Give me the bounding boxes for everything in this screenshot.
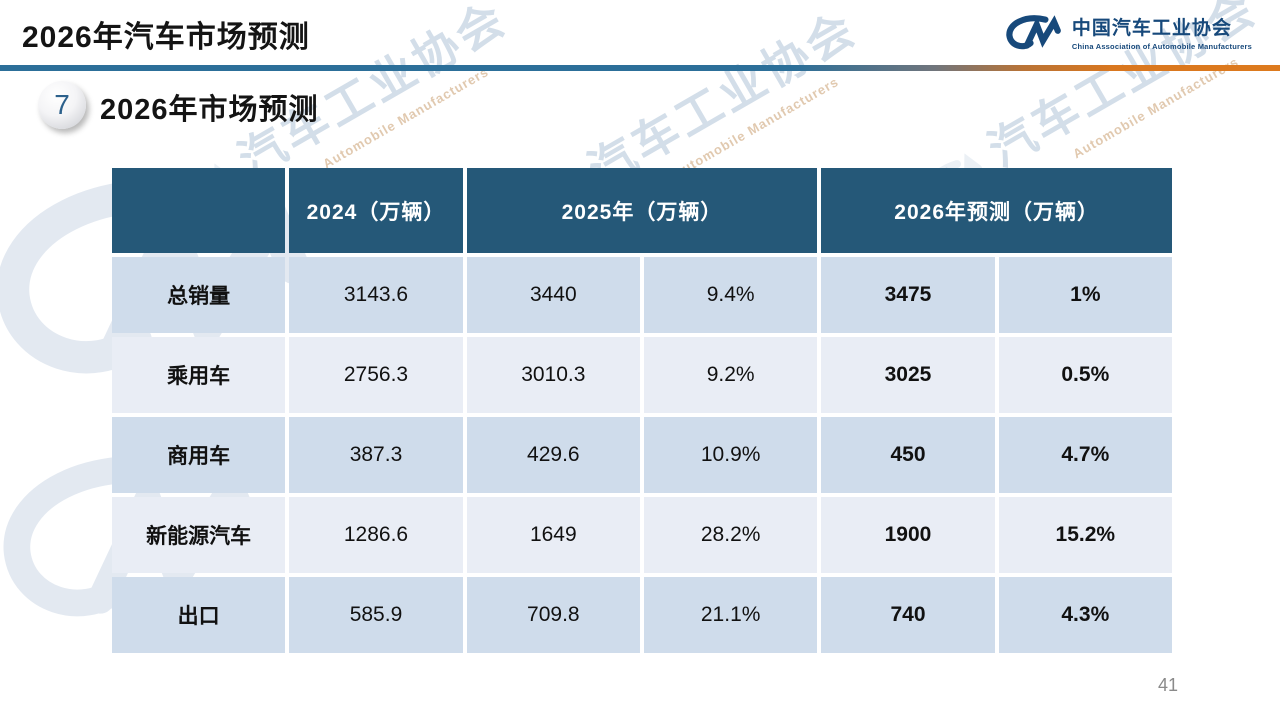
section-number-badge: 7 <box>38 81 86 129</box>
row-3-label: 新能源汽车 <box>112 497 286 573</box>
row-4-2026: 740 <box>821 577 995 653</box>
table-header-2025: 2025年（万辆） <box>466 168 818 253</box>
row-1-2026: 3025 <box>821 337 995 413</box>
row-4-2025: 709.8 <box>466 577 640 653</box>
row-4-2024: 585.9 <box>289 577 463 653</box>
row-2-2025: 429.6 <box>466 417 640 493</box>
section-number: 7 <box>54 89 70 120</box>
table-header-2026: 2026年预测（万辆） <box>821 168 1172 253</box>
row-1-2026-pct: 0.5% <box>998 337 1172 413</box>
row-1-2024: 2756.3 <box>289 337 463 413</box>
row-2-label: 商用车 <box>112 417 286 493</box>
forecast-table: 2024（万辆） 2025年（万辆） 2026年预测（万辆） 总销量 3143.… <box>112 168 1172 653</box>
logo-name-cn: 中国汽车工业协会 <box>1071 18 1232 39</box>
section-heading: 2026年市场预测 <box>100 94 319 126</box>
row-0-2025: 3440 <box>466 257 640 333</box>
logo-name-en: China Association of Automobile Manufact… <box>1071 42 1252 51</box>
row-1-label: 乘用车 <box>112 337 286 413</box>
caam-logo: 中国汽车工业协会 China Association of Automobile… <box>1002 10 1252 54</box>
row-3-2025-pct: 28.2% <box>643 497 818 573</box>
caam-logo-icon <box>1006 15 1061 50</box>
row-2-2026-pct: 4.7% <box>998 417 1172 493</box>
row-2-2026: 450 <box>821 417 995 493</box>
row-0-2026: 3475 <box>821 257 995 333</box>
row-0-label: 总销量 <box>112 257 286 333</box>
row-1-2025: 3010.3 <box>466 337 640 413</box>
slide-title: 2026年汽车市场预测 <box>22 21 310 54</box>
row-3-2024: 1286.6 <box>289 497 463 573</box>
row-3-2025: 1649 <box>466 497 640 573</box>
row-4-2026-pct: 4.3% <box>998 577 1172 653</box>
watermark-text-en: Automobile Manufacturers <box>320 63 492 172</box>
row-2-2025-pct: 10.9% <box>643 417 818 493</box>
watermark-text-en: Automobile Manufacturers <box>670 73 842 182</box>
row-0-2026-pct: 1% <box>998 257 1172 333</box>
table-header-blank <box>112 168 286 253</box>
row-3-2026: 1900 <box>821 497 995 573</box>
row-4-2025-pct: 21.1% <box>643 577 818 653</box>
header-divider <box>0 65 1280 71</box>
row-1-2025-pct: 9.2% <box>643 337 818 413</box>
row-0-2025-pct: 9.4% <box>643 257 818 333</box>
row-2-2024: 387.3 <box>289 417 463 493</box>
row-0-2024: 3143.6 <box>289 257 463 333</box>
table-header-2024: 2024（万辆） <box>289 168 463 253</box>
row-3-2026-pct: 15.2% <box>998 497 1172 573</box>
page-number: 41 <box>1158 675 1179 695</box>
row-4-label: 出口 <box>112 577 286 653</box>
